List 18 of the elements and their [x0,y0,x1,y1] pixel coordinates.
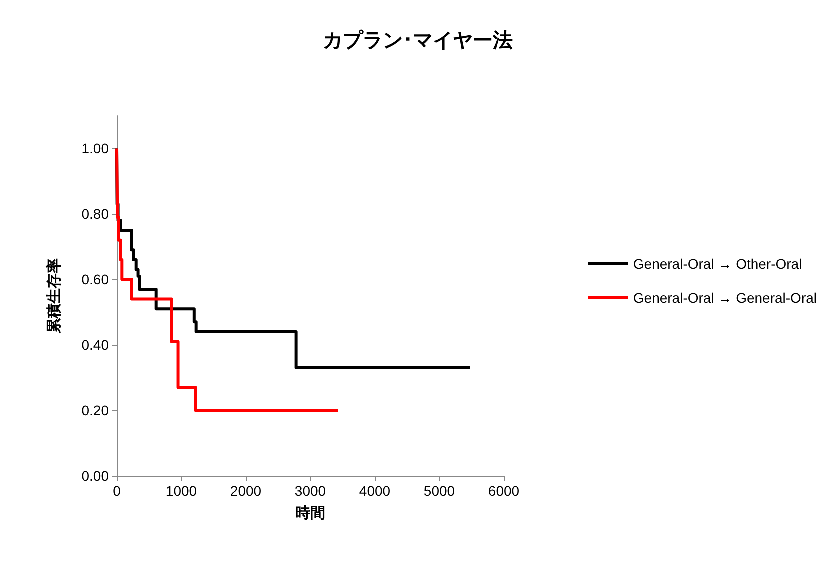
x-tick-label: 1000 [166,483,198,499]
y-tick-label: 0.20 [82,402,110,419]
y-tick-label: 0.80 [82,206,110,222]
legend-label: General-Oral → Other-Oral [633,256,802,272]
x-tick-label: 0 [113,483,122,499]
x-tick-label: 5000 [424,483,456,499]
y-tick-label: 0.00 [82,468,110,484]
x-axis-title: 時間 [296,505,326,522]
legend-label: General-Oral → General-Oral [633,290,818,306]
y-axis-title: 累積生存率 [45,258,63,334]
y-tick-label: 1.00 [82,140,110,157]
x-tick-label: 6000 [488,483,520,499]
x-tick-label: 3000 [294,483,326,499]
x-tick-label: 2000 [230,483,262,499]
y-tick-label: 0.60 [82,272,110,288]
x-tick-label: 4000 [359,483,391,499]
y-tick-label: 0.40 [82,337,110,354]
chart-title: カプラン･マイヤー法 [323,29,513,52]
